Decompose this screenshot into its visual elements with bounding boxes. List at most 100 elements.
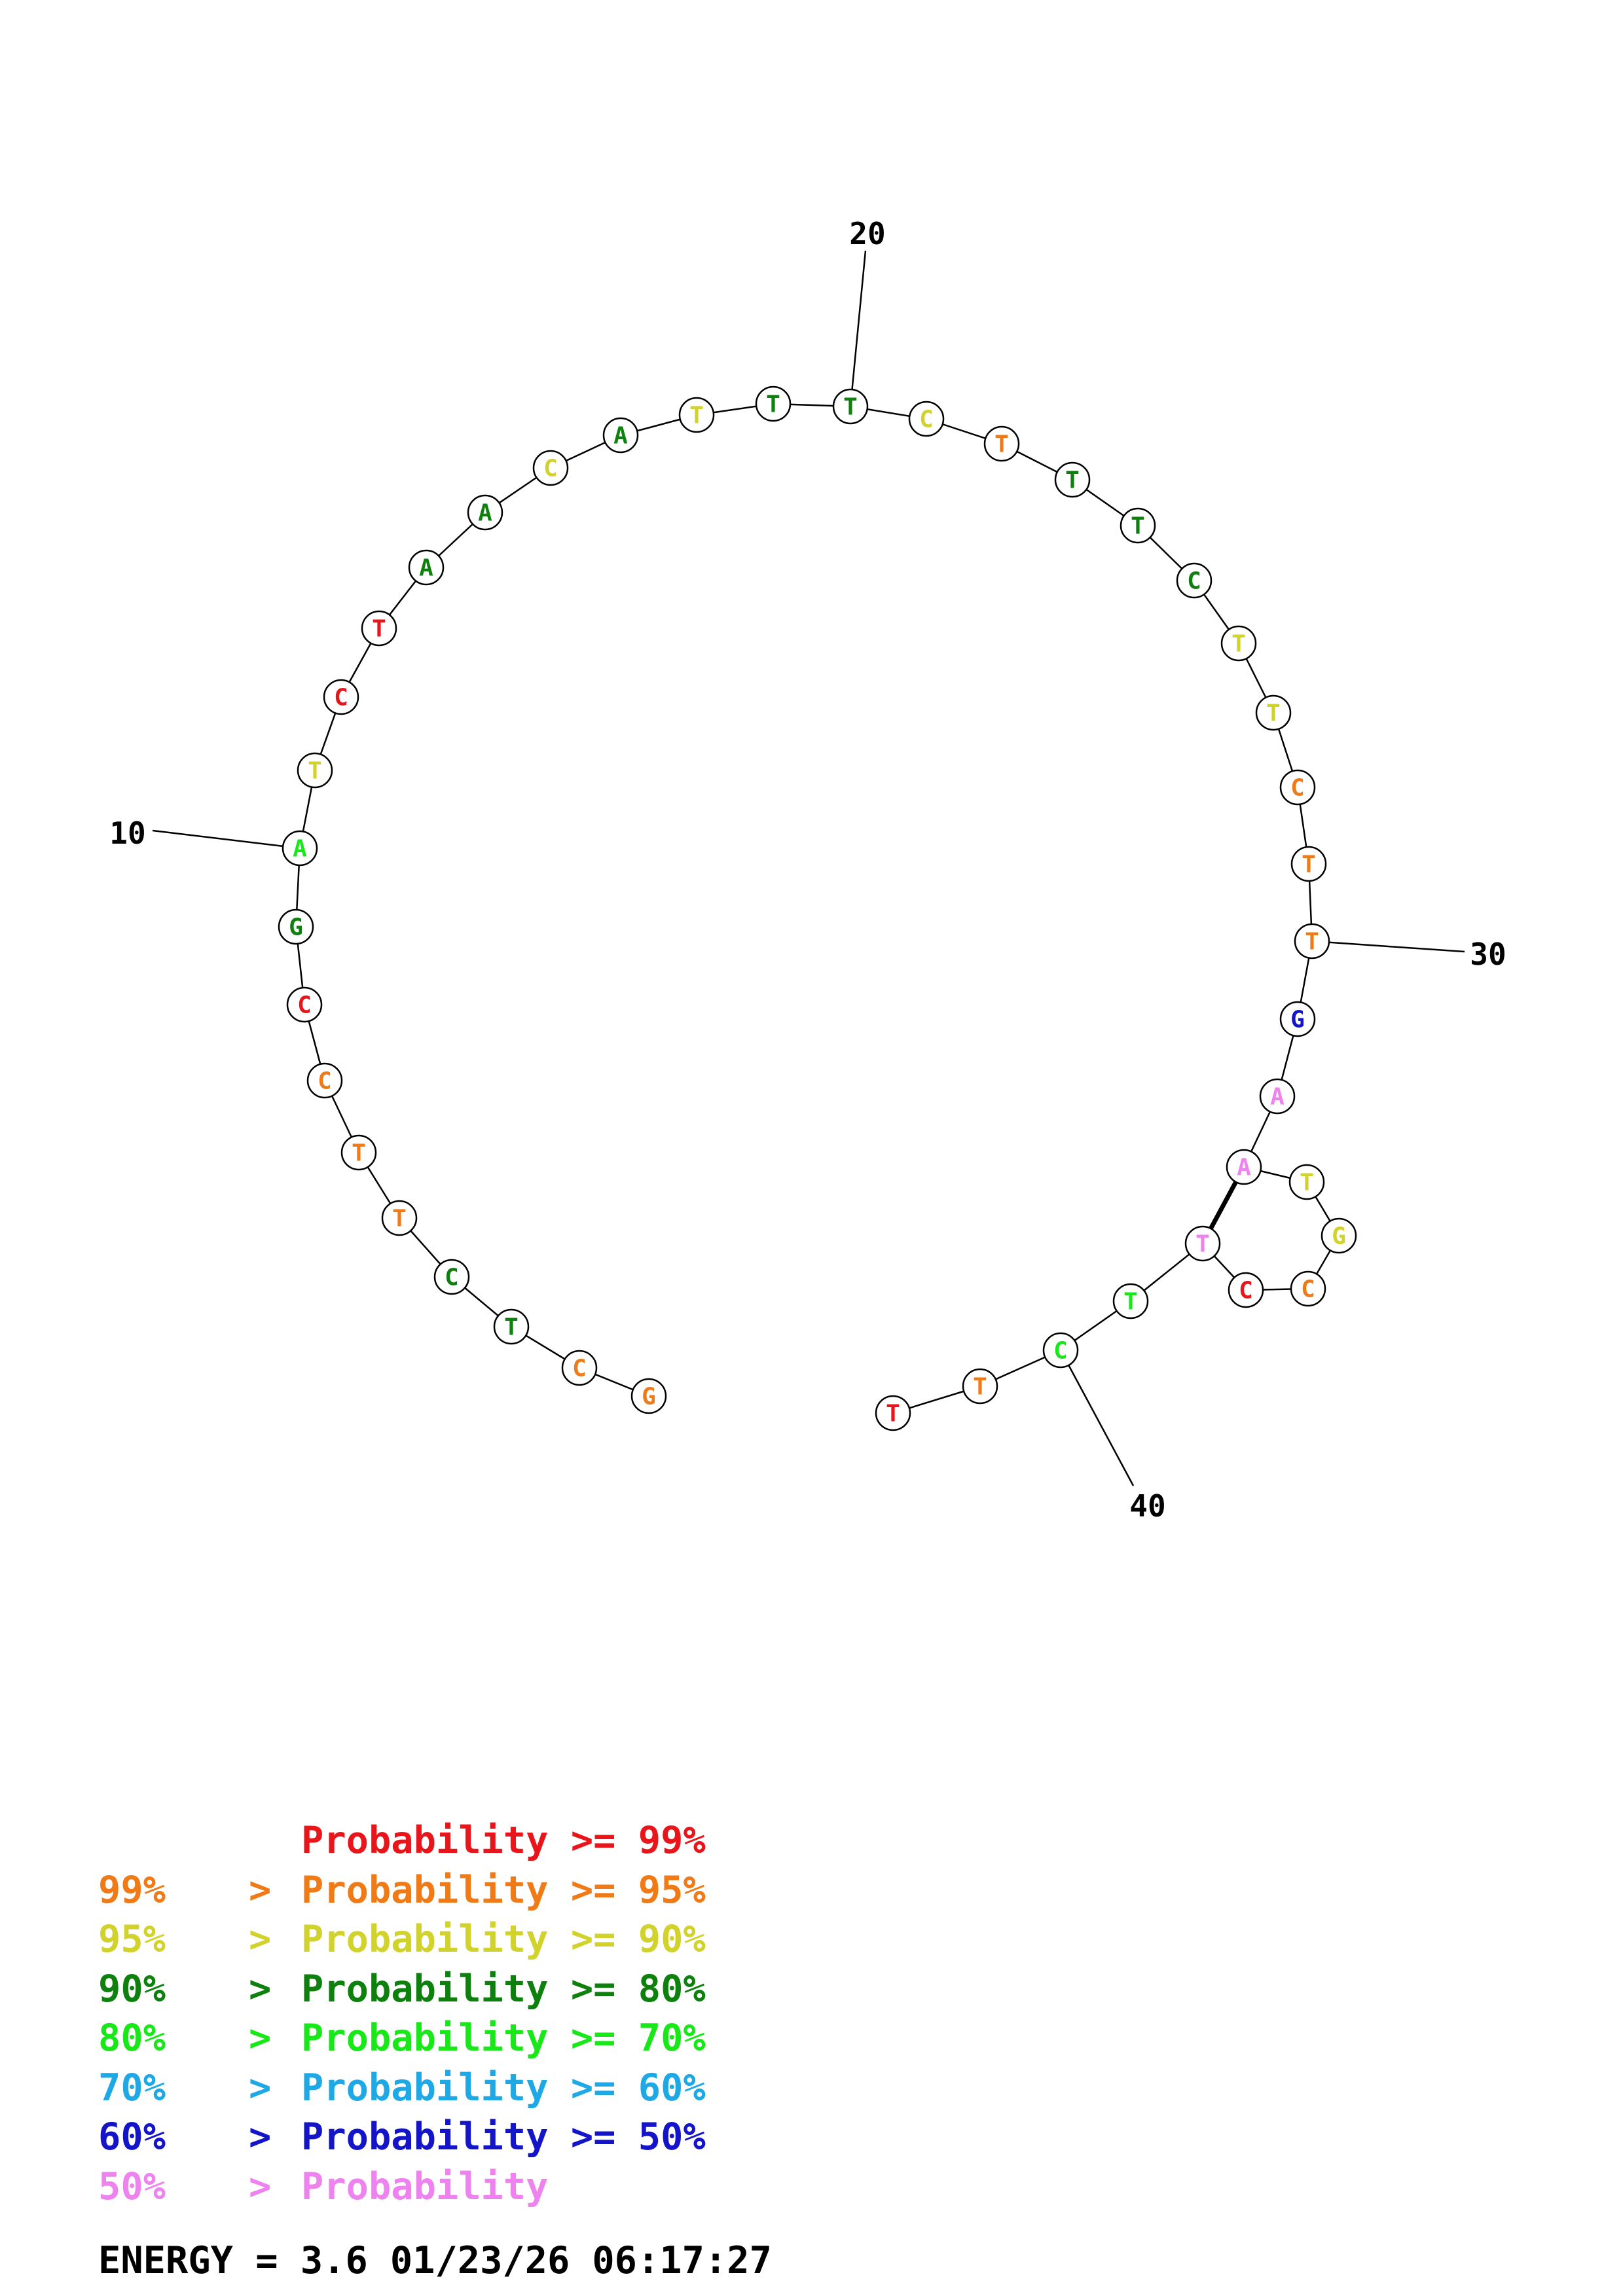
position-tick-line bbox=[152, 829, 301, 850]
nucleotide-circle bbox=[1226, 1149, 1262, 1185]
nucleotide-letter: C bbox=[334, 685, 348, 711]
nucleotide-letter: T bbox=[352, 1140, 366, 1167]
legend-upper-bound: 95% bbox=[638, 1868, 706, 1912]
nucleotide-circle bbox=[297, 752, 333, 789]
nucleotide-circle bbox=[1112, 1283, 1149, 1319]
nucleotide-letter: A bbox=[419, 555, 433, 582]
nucleotide-10: A bbox=[282, 830, 318, 867]
nucleotide-35: G bbox=[1321, 1217, 1357, 1254]
nucleotide-letter: T bbox=[392, 1206, 407, 1232]
energy-footer: ENERGY = 3.6 01/23/26 06:17:27 bbox=[98, 2239, 772, 2282]
nucleotide-letter: T bbox=[1195, 1231, 1210, 1258]
nucleotide-circle bbox=[1259, 1078, 1296, 1115]
legend-row: 99% > Probability >= 95% bbox=[98, 1866, 706, 1916]
nucleotide-circle bbox=[278, 908, 314, 945]
legend-word: Probability bbox=[301, 2164, 549, 2208]
position-tick-line bbox=[1311, 940, 1465, 953]
nucleotide-letter: G bbox=[289, 914, 303, 941]
legend-word: Probability bbox=[301, 1918, 549, 1961]
nucleotide-24: T bbox=[1120, 507, 1156, 544]
nucleotide-circle bbox=[1290, 1270, 1326, 1307]
nucleotide-32: A bbox=[1259, 1078, 1296, 1115]
nucleotide-18: T bbox=[678, 397, 715, 433]
probability-legend: Probability >= 99% 99% > Probability >= 95%… bbox=[98, 1816, 706, 2212]
legend-word: Probability bbox=[301, 2017, 549, 2060]
nucleotide-letter: T bbox=[1231, 631, 1246, 658]
nucleotide-letter: T bbox=[994, 431, 1009, 458]
nucleotide-33: A bbox=[1226, 1149, 1262, 1185]
legend-lower-bound: 90% bbox=[98, 1967, 166, 2011]
nucleotide-letter: T bbox=[843, 394, 858, 421]
nucleotide-letter: C bbox=[572, 1355, 587, 1382]
nucleotide-20: T bbox=[832, 388, 869, 425]
nucleotide-circle bbox=[381, 1200, 418, 1236]
nucleotide-37: C bbox=[1228, 1272, 1264, 1308]
nucleotide-letter: G bbox=[642, 1384, 656, 1410]
nucleotide-circle bbox=[630, 1378, 667, 1414]
nucleotide-circle bbox=[1220, 625, 1257, 662]
nucleotide-circle bbox=[1120, 507, 1156, 544]
nucleotide-circle bbox=[1184, 1225, 1221, 1262]
legend-operator: >= bbox=[548, 2066, 638, 2109]
legend-operator: >= bbox=[548, 1967, 638, 2011]
legend-upper-bound: 70% bbox=[638, 2017, 706, 2060]
legend-word: Probability bbox=[301, 2066, 549, 2109]
nucleotide-circle bbox=[1042, 1332, 1079, 1369]
date-value: 01/23/26 bbox=[390, 2239, 570, 2282]
time-value: 06:17:27 bbox=[592, 2239, 772, 2282]
nucleotide-circle bbox=[602, 417, 639, 454]
legend-word: Probability bbox=[301, 1819, 549, 1862]
nucleotide-circle bbox=[1321, 1217, 1357, 1254]
legend-lower-bound: 99% bbox=[98, 1868, 166, 1912]
nucleotide-letter: T bbox=[689, 403, 704, 429]
position-tick-line bbox=[1059, 1350, 1135, 1486]
nucleotide-circle bbox=[1294, 923, 1330, 960]
nucleotide-letter: A bbox=[1270, 1084, 1285, 1111]
legend-gt-symbol: > bbox=[249, 1918, 272, 1961]
nucleotide-letter: T bbox=[1266, 700, 1281, 727]
nucleotide-23: T bbox=[1054, 461, 1091, 498]
nucleotide-letter: C bbox=[1239, 1278, 1253, 1304]
nucleotide-3: T bbox=[493, 1308, 530, 1345]
position-label: 30 bbox=[1470, 937, 1506, 972]
nucleotide-circle bbox=[1054, 461, 1091, 498]
nucleotide-letter: C bbox=[318, 1068, 332, 1095]
nucleotide-13: T bbox=[361, 610, 397, 647]
legend-gt-symbol: > bbox=[249, 2017, 272, 2060]
nucleotide-circle bbox=[678, 397, 715, 433]
nucleotide-4: C bbox=[433, 1259, 470, 1295]
nucleotide-6: T bbox=[340, 1134, 377, 1171]
position-label: 10 bbox=[109, 816, 145, 851]
nucleotide-1: G bbox=[630, 1378, 667, 1414]
nucleotide-letter: T bbox=[886, 1401, 900, 1427]
legend-row: 95% > Probability >= 90% bbox=[98, 1915, 706, 1965]
nucleotide-letter: C bbox=[297, 992, 312, 1019]
nucleotide-circle bbox=[1288, 1164, 1325, 1200]
nucleotide-26: T bbox=[1220, 625, 1257, 662]
nucleotide-circle bbox=[433, 1259, 470, 1295]
nucleotide-circle bbox=[755, 386, 792, 422]
legend-row: 90% > Probability >= 80% bbox=[98, 1965, 706, 2015]
nucleotide-letter: C bbox=[919, 406, 934, 433]
nucleotide-circle bbox=[323, 679, 359, 715]
position-tick-lines bbox=[152, 250, 1465, 1486]
legend-operator: >= bbox=[548, 1819, 638, 1862]
legend-lower-bound: 80% bbox=[98, 2017, 166, 2060]
legend-word: Probability bbox=[301, 1868, 549, 1912]
nucleotide-circle bbox=[962, 1368, 998, 1405]
nucleotide-circle bbox=[1228, 1272, 1264, 1308]
legend-gt-symbol: > bbox=[249, 1868, 272, 1912]
nucleotide-circle bbox=[1290, 846, 1327, 882]
nucleotide-letter: A bbox=[293, 836, 307, 863]
nucleotide-letter: T bbox=[1065, 467, 1080, 494]
nucleotide-letter: A bbox=[1237, 1155, 1251, 1181]
legend-operator: >= bbox=[548, 2017, 638, 2060]
nucleotide-letter: T bbox=[1302, 852, 1316, 878]
legend-operator: >= bbox=[548, 1918, 638, 1961]
nucleotide-circle bbox=[493, 1308, 530, 1345]
nucleotide-letter: C bbox=[445, 1265, 459, 1291]
nucleotide-7: C bbox=[306, 1062, 343, 1099]
nucleotide-39: T bbox=[1112, 1283, 1149, 1319]
nucleotide-2: C bbox=[561, 1350, 598, 1386]
